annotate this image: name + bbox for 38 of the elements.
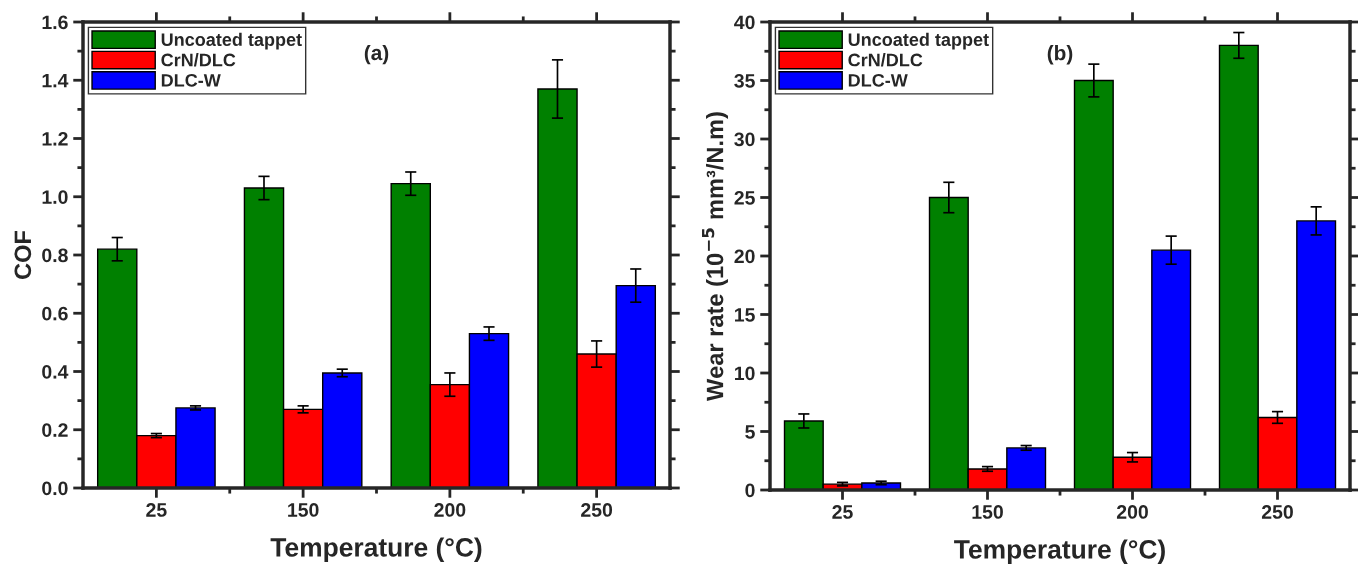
legend-label: DLC-W: [848, 73, 908, 87]
legend-label: Uncoated tappet: [848, 32, 989, 50]
x-tick-label: 25: [832, 505, 853, 519]
y-tick-label: 1.0: [42, 190, 68, 204]
y-tick-label: 25: [734, 190, 755, 205]
y-tick-label: 20: [734, 249, 755, 264]
y-axis-title: Wear rate (10$^{−5}$ mm³/N.m): [702, 112, 729, 402]
text: (b): [1047, 45, 1073, 65]
text: (a): [364, 44, 389, 65]
y-tick-label: 0.0: [42, 481, 68, 496]
y-tick-label: 0.8: [42, 248, 68, 263]
legend-label: DLC-W: [161, 73, 221, 87]
x-tick-label: 25: [146, 503, 167, 517]
y-tick-label: 0: [745, 483, 755, 498]
x-tick-label: 250: [581, 503, 613, 517]
x-tick-label: 250: [1261, 505, 1293, 519]
y-tick-label: 1.4: [42, 73, 69, 88]
y-tick-label: 10: [735, 366, 755, 381]
x-tick-label: 200: [1116, 505, 1148, 519]
x-tick-label: 200: [434, 503, 466, 517]
y-tick-label: 0.2: [42, 423, 68, 437]
y-tick-label: 40: [734, 15, 755, 30]
x-axis-title: Temperature (°C): [270, 537, 482, 562]
legend-label: Uncoated tappet: [161, 32, 302, 50]
y-tick-label: 30: [734, 132, 755, 147]
x-tick-label: 150: [972, 505, 1003, 519]
legend-label: CrN/DLC: [848, 53, 923, 67]
x-axis-title: Temperature (°C): [954, 539, 1165, 564]
y-tick-label: 35: [734, 73, 755, 88]
y-tick-label: 0.6: [42, 306, 68, 321]
legend-label: CrN/DLC: [161, 53, 236, 67]
y-tick-label: 1.6: [42, 15, 68, 30]
y-axis-title: COF: [14, 230, 32, 279]
y-tick-label: 5: [745, 425, 755, 439]
y-tick-label: 0.4: [42, 364, 69, 379]
y-tick-label: 1.2: [42, 131, 68, 146]
y-tick-label: 15: [735, 308, 755, 322]
x-tick-label: 150: [288, 503, 319, 517]
